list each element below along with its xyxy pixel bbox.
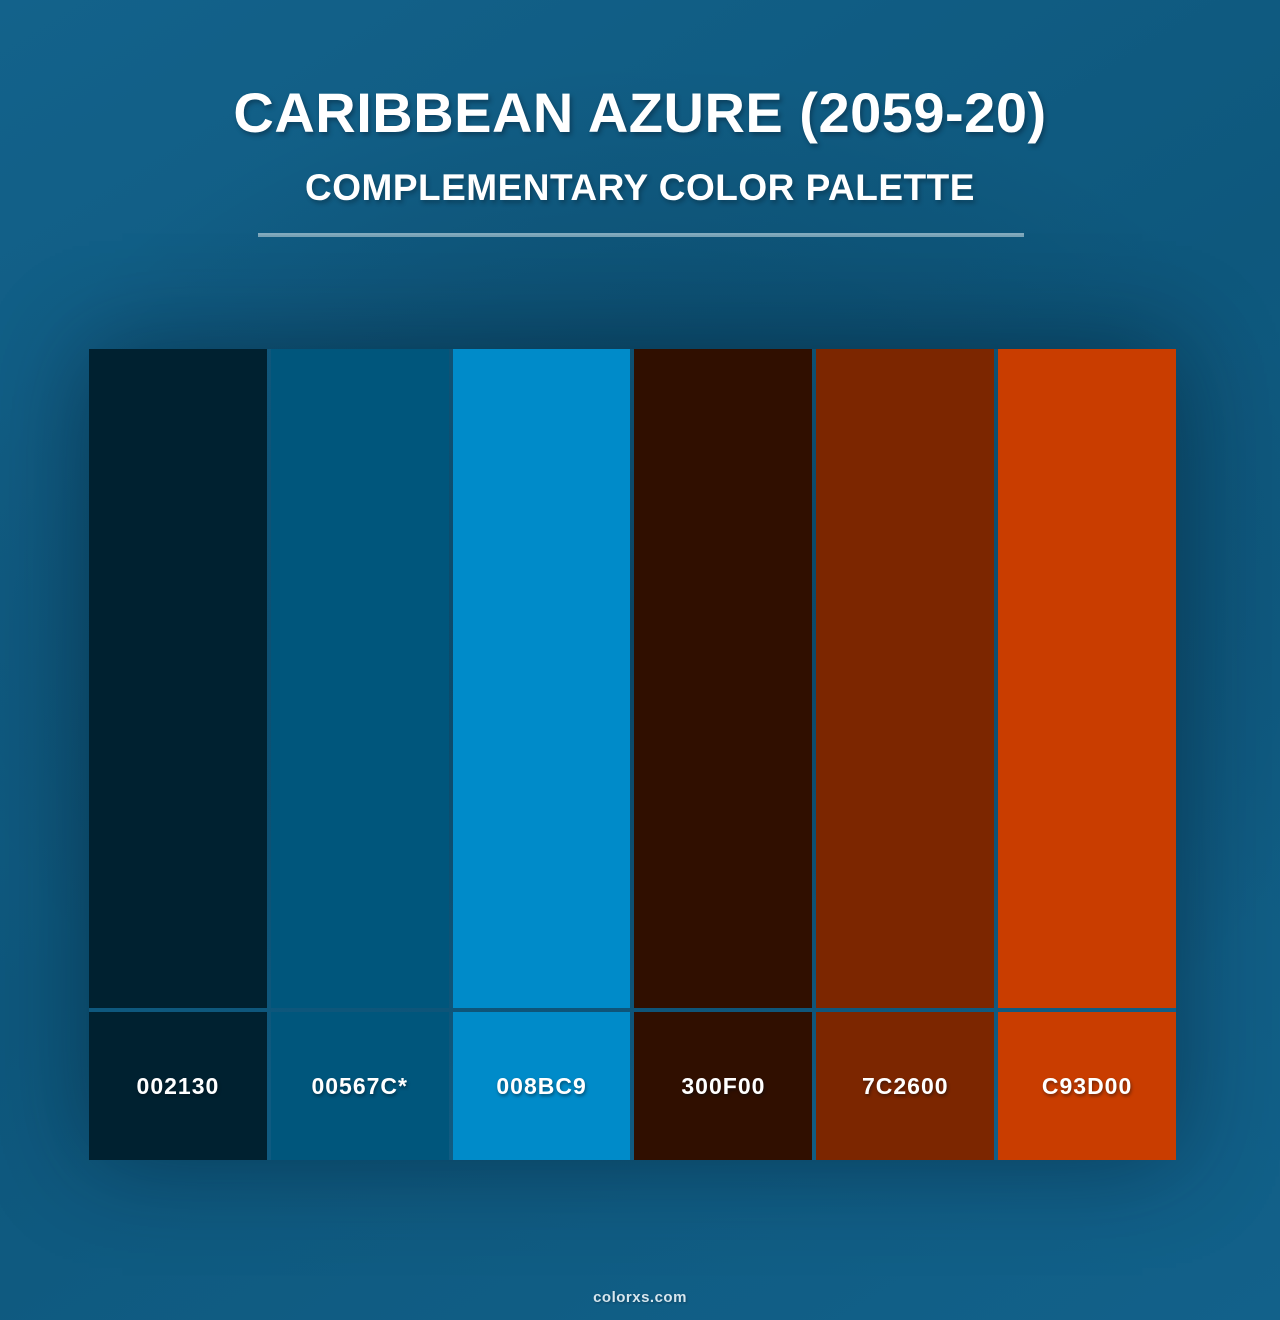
color-swatch-300f00 [634, 349, 813, 1008]
color-label-tile-300f00: 300F00 [634, 1012, 813, 1160]
color-swatch-002130 [89, 349, 267, 1008]
color-hex-label: 300F00 [681, 1072, 766, 1099]
palette-grid: 002130 00567C* 008BC9 300F00 7C2600 C93D… [89, 349, 1176, 1160]
header-separator [258, 233, 1024, 237]
color-label-tile-7c2600: 7C2600 [816, 1012, 995, 1160]
color-swatch-c93d00 [998, 349, 1176, 1008]
color-label-tile-002130: 002130 [89, 1012, 267, 1160]
page-subtitle: COMPLEMENTARY COLOR PALETTE [305, 167, 975, 208]
color-hex-label: 00567C* [311, 1072, 408, 1099]
color-hex-label: C93D00 [1041, 1072, 1133, 1099]
color-hex-label: 002130 [136, 1072, 220, 1099]
color-label-tile-c93d00: C93D00 [998, 1012, 1176, 1160]
color-swatch-7c2600 [816, 349, 995, 1008]
color-hex-label: 7C2600 [861, 1072, 949, 1099]
color-hex-label: 008BC9 [496, 1072, 587, 1099]
color-swatch-00567c [270, 349, 449, 1008]
color-swatch-008bc9 [452, 349, 631, 1008]
site-watermark: colorxs.com [593, 1289, 687, 1306]
color-label-tile-008bc9: 008BC9 [452, 1012, 631, 1160]
color-label-tile-00567c: 00567C* [270, 1012, 449, 1160]
page-title: CARIBBEAN AZURE (2059-20) [233, 81, 1047, 144]
